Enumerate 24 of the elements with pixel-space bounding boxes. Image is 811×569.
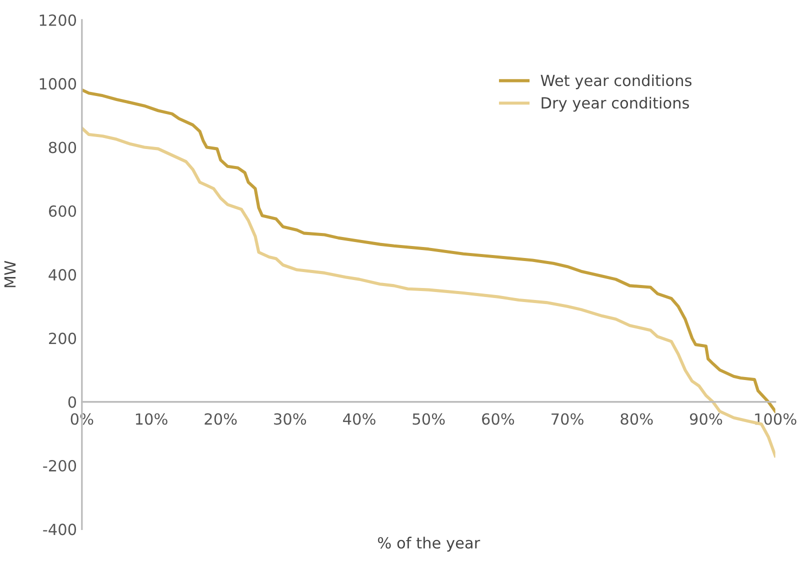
y-tick-label: -400 [43,524,76,536]
x-tick-label: 80% [620,413,653,425]
y-tick-label: 200 [49,332,76,344]
x-tick-label: 50% [412,413,445,425]
x-tick-label: 30% [274,413,306,425]
y-axis-title: MW [4,260,16,288]
legend-label: Dry year conditions [542,96,689,112]
x-tick-label: 70% [552,413,584,425]
y-tick-label: 400 [48,269,76,281]
x-axis-title: % of the year [378,536,480,552]
x-tick-label: 60% [482,413,514,425]
x-tick-label: 40% [343,413,376,425]
x-tick-label: 10% [136,413,168,425]
y-tick-label: 600 [48,205,76,217]
y-tick-label: 800 [48,142,76,154]
x-tick-label: 20% [204,413,237,425]
x-tick-label: 90% [690,413,722,425]
y-tick-label: 0 [68,396,76,408]
x-tick-label: 0% [70,413,94,425]
legend-label: Wet year conditions [540,74,692,90]
y-tick-label: 1000 [40,78,76,90]
y-tick-label: -200 [43,460,76,472]
y-tick-label: 1200 [40,14,76,26]
line-series [82,88,776,413]
